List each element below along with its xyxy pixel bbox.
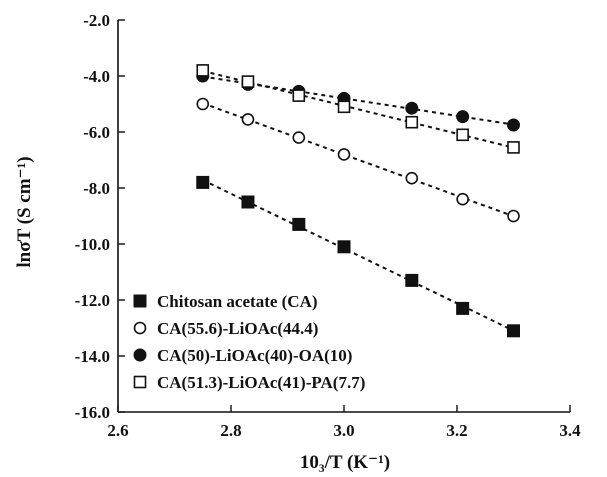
y-tick-label: -12.0: [75, 291, 110, 310]
legend-label: CA(55.6)-LiOAc(44.4): [157, 319, 318, 338]
data-point: [337, 240, 351, 254]
series-open-circle: [196, 97, 520, 223]
legend-marker: [133, 348, 147, 362]
data-point: [405, 273, 419, 287]
data-point: [196, 64, 210, 77]
series-filled-square: [196, 175, 520, 338]
y-tick-label: -14.0: [75, 347, 110, 366]
x-tick-label: 2.8: [220, 421, 241, 440]
legend-label: CA(51.3)-LiOAc(41)-PA(7.7): [157, 373, 365, 392]
data-point: [405, 115, 419, 129]
legend-label: Chitosan acetate (CA): [157, 292, 318, 311]
data-point: [405, 171, 419, 185]
series-open-square: [196, 64, 520, 154]
data-point: [507, 141, 520, 154]
legend-marker: [133, 321, 147, 335]
data-point: [241, 195, 255, 209]
x-tick-label: 3.0: [333, 421, 354, 440]
y-tick-label: -2.0: [83, 11, 110, 30]
data-point: [456, 192, 469, 206]
y-tick-label: -8.0: [83, 179, 110, 198]
data-point: [507, 118, 520, 132]
fit-line: [202, 179, 514, 332]
data-point: [292, 89, 306, 102]
axes: -2.0 -4.0 -6.0 -8.0 -10.0 -12.0 -14.0 -16.02.6 2…: [75, 11, 582, 440]
data-point: [507, 324, 520, 338]
y-tick-label: -10.0: [75, 235, 110, 254]
data-point: [337, 100, 351, 114]
data-point: [241, 75, 255, 88]
data-point: [337, 148, 351, 161]
y-axis-title: lnσT (S cm⁻¹): [14, 156, 35, 267]
data-point: [507, 209, 520, 223]
data-point: [292, 131, 306, 144]
data-point: [456, 110, 470, 124]
legend-label: CA(50)-LiOAc(40)-OA(10): [157, 346, 352, 365]
y-tick-label: -4.0: [83, 67, 110, 86]
data-point: [456, 128, 469, 142]
legend-marker: [133, 294, 147, 308]
legend: Chitosan acetate (CA) CA(55.6)-LiOAc(44.4…: [133, 292, 365, 392]
y-tick-label: -16.0: [75, 403, 110, 422]
data-point: [456, 301, 470, 315]
data-point: [196, 175, 210, 189]
x-axis-title: 10₃/T (K⁻¹): [300, 452, 390, 473]
legend-marker: [133, 375, 147, 389]
x-tick-label: 2.6: [107, 421, 128, 440]
series-layer: [196, 64, 520, 338]
data-point: [292, 217, 306, 231]
x-tick-label: 3.4: [559, 421, 581, 440]
x-tick-label: 3.2: [446, 421, 467, 440]
data-point: [241, 113, 255, 126]
y-tick-label: -6.0: [83, 123, 110, 142]
data-point: [405, 101, 419, 115]
data-point: [196, 97, 210, 111]
